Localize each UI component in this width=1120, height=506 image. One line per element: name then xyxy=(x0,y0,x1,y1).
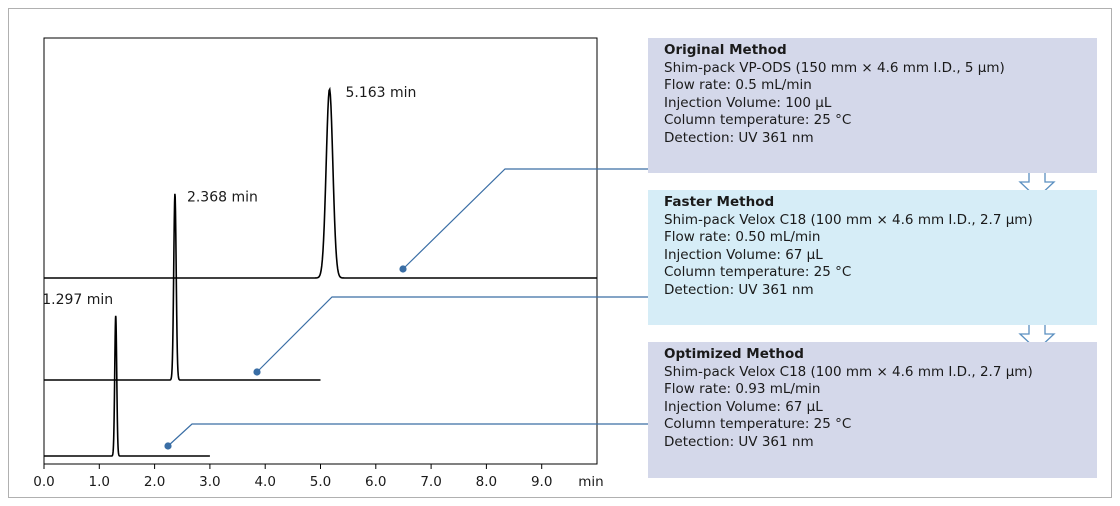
panel-original-method: Original Method Shim-pack VP-ODS (150 mm… xyxy=(648,38,1097,173)
callout-dot xyxy=(253,368,261,376)
peak-label: 2.368 min xyxy=(187,189,258,205)
callout-line xyxy=(402,168,648,270)
x-tick-label: 9.0 xyxy=(531,474,552,490)
x-tick-label: 1.0 xyxy=(89,474,110,490)
panel-original-title: Original Method xyxy=(664,42,787,58)
peak-label: 5.163 min xyxy=(346,85,417,101)
panel-faster-line: Detection: UV 361 nm xyxy=(664,281,814,298)
callout-line xyxy=(167,423,648,447)
x-tick-label: 4.0 xyxy=(254,474,275,490)
x-tick-label: 2.0 xyxy=(144,474,165,490)
panel-faster-line: Shim-pack Velox C18 (100 mm × 4.6 mm I.D… xyxy=(664,211,1033,228)
callouts xyxy=(164,168,648,450)
panel-optimized-title: Optimized Method xyxy=(664,346,804,362)
panel-faster-title: Faster Method xyxy=(664,194,775,210)
callout-dot xyxy=(399,265,407,273)
x-tick-label: 6.0 xyxy=(365,474,386,490)
panel-faster-line: Flow rate: 0.50 mL/min xyxy=(664,229,821,245)
x-tick-label: 8.0 xyxy=(476,474,497,490)
x-tick-label: 7.0 xyxy=(420,474,441,490)
panel-original-line: Flow rate: 0.5 mL/min xyxy=(664,77,812,93)
panel-original-line: Shim-pack VP-ODS (150 mm × 4.6 mm I.D., … xyxy=(664,59,1005,76)
trace-line-optimized xyxy=(44,315,210,457)
callout-line xyxy=(256,296,648,373)
panel-original-line: Column temperature: 25 °C xyxy=(664,112,852,128)
peak-label: 1.297 min xyxy=(42,292,113,308)
traces: 5.163 min 2.368 min 1.297 min xyxy=(42,85,597,457)
panel-optimized-line: Shim-pack Velox C18 (100 mm × 4.6 mm I.D… xyxy=(664,363,1033,380)
panel-optimized-method: Optimized Method Shim-pack Velox C18 (10… xyxy=(648,342,1097,478)
panel-original-line: Injection Volume: 100 µL xyxy=(664,94,832,111)
x-axis: 0.0 1.0 2.0 3.0 4.0 5.0 6.0 7.0 8.0 9.0 xyxy=(33,464,552,490)
panel-optimized-line: Flow rate: 0.93 mL/min xyxy=(664,381,821,397)
panel-optimized-line: Detection: UV 361 nm xyxy=(664,433,814,450)
panel-faster-line: Injection Volume: 67 µL xyxy=(664,246,823,263)
callout-dot xyxy=(164,442,172,450)
x-tick-label: 0.0 xyxy=(33,474,54,490)
panel-faster-method: Faster Method Shim-pack Velox C18 (100 m… xyxy=(648,190,1097,325)
panel-faster-line: Column temperature: 25 °C xyxy=(664,264,852,280)
x-axis-label: min xyxy=(578,474,603,490)
plot-area xyxy=(43,37,598,465)
panel-original-line: Detection: UV 361 nm xyxy=(664,129,814,146)
trace-line-faster xyxy=(44,193,321,381)
trace-line-original xyxy=(44,86,597,279)
x-tick-label: 5.0 xyxy=(310,474,331,490)
x-tick-label: 3.0 xyxy=(199,474,220,490)
figure-frame xyxy=(8,8,1112,498)
panel-optimized-line: Injection Volume: 67 µL xyxy=(664,398,823,415)
panel-optimized-line: Column temperature: 25 °C xyxy=(664,416,852,432)
